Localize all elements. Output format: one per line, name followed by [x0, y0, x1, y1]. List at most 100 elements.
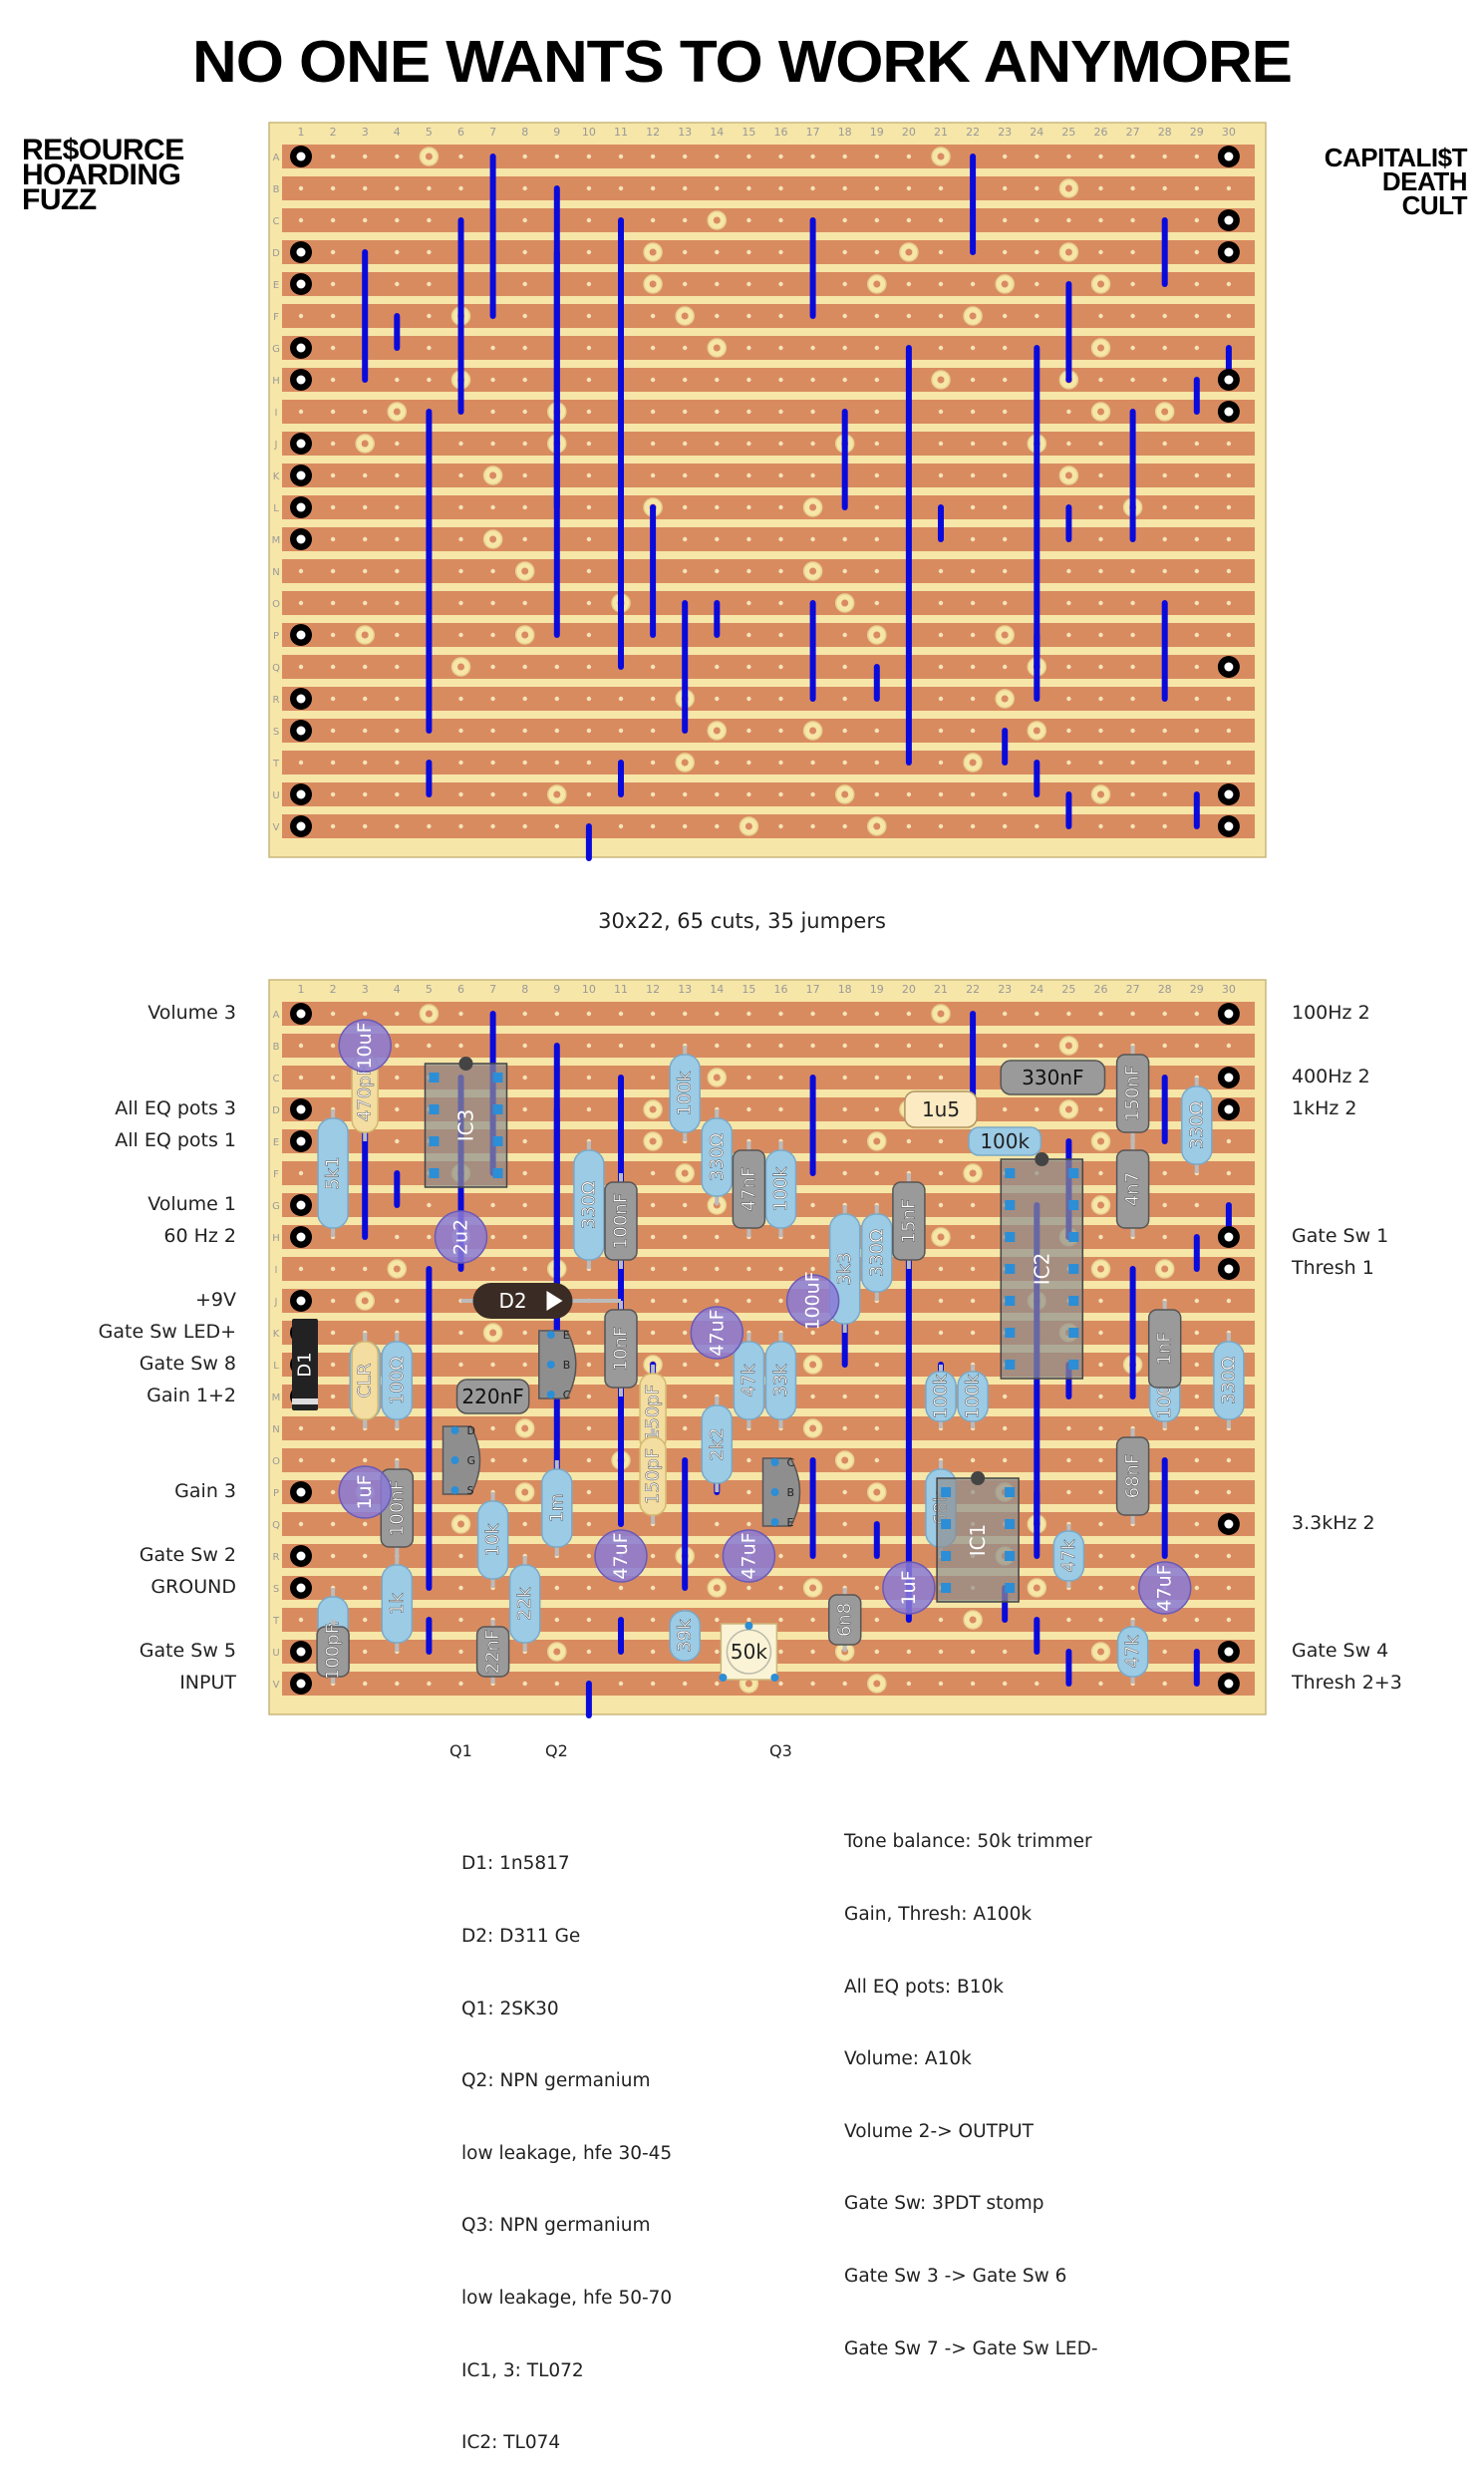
hole: [1098, 664, 1103, 670]
hole: [522, 441, 527, 447]
resistor-100k-horizontal-label: 100k: [980, 1129, 1030, 1153]
film-capacitor-1: 470pF: [351, 1046, 379, 1141]
hole: [650, 791, 656, 797]
hole: [810, 441, 815, 447]
hole: [298, 600, 304, 606]
hole: [1194, 1362, 1200, 1368]
row-letter: R: [273, 1552, 280, 1563]
wire-label-left: All EQ pots 1: [115, 1129, 236, 1151]
hole: [938, 1202, 944, 1208]
resistor-1-label: 5k1: [323, 1156, 344, 1189]
hole: [938, 1298, 944, 1304]
wire-pad-hole: [296, 1679, 306, 1689]
wire-pad-hole: [296, 1487, 306, 1497]
hole: [490, 1425, 495, 1431]
hole: [715, 823, 720, 829]
hole: [778, 1043, 783, 1049]
wire-pad-hole: [296, 152, 306, 161]
hole: [746, 1011, 751, 1017]
row-letter: E: [273, 1137, 279, 1148]
box-capacitor-11: 68nF: [1115, 1428, 1150, 1524]
track-cut-hole: [489, 1329, 497, 1337]
wire-label-right: Thresh 1: [1292, 1257, 1374, 1279]
hole: [1130, 696, 1135, 702]
film-capacitor-2-label: 150pF: [643, 1385, 664, 1440]
wire-pad-hole: [296, 470, 306, 480]
note-line: Gate Sw 7 -> Gate Sw LED-: [844, 2337, 1098, 2359]
hole: [330, 281, 336, 287]
resistor-24: 47k: [1052, 1524, 1085, 1588]
hole: [842, 632, 847, 638]
hole: [1226, 185, 1232, 191]
hole: [938, 823, 944, 829]
hole: [1162, 1011, 1167, 1017]
hole: [1098, 600, 1103, 606]
hole: [458, 760, 463, 766]
hole: [1194, 536, 1200, 542]
ic3-chip-pin: [492, 1136, 503, 1146]
hole: [874, 568, 879, 574]
hole: [683, 1394, 688, 1399]
ic2-chip-pin: [1005, 1328, 1016, 1338]
hole: [395, 1106, 400, 1112]
hole: [810, 1234, 815, 1240]
hole: [1098, 1394, 1103, 1399]
hole: [746, 1106, 751, 1112]
track-cut-hole: [873, 280, 881, 288]
hole: [1162, 1649, 1167, 1655]
column-number: 23: [998, 983, 1012, 996]
resistor-16-body: [701, 1404, 734, 1484]
hole: [810, 377, 815, 383]
hole: [683, 377, 688, 383]
hole: [1194, 1043, 1200, 1049]
electrolytic-capacitor-3: [690, 1306, 744, 1360]
hole: [490, 409, 495, 415]
hole: [363, 568, 368, 574]
hole: [1098, 1553, 1103, 1559]
diode-d2-arrow-icon: [546, 1291, 563, 1311]
electrolytic-capacitor-6: [594, 1529, 648, 1583]
row-letter: B: [273, 1042, 280, 1053]
hole: [586, 568, 592, 574]
pedal-name-line: RE$OURCE: [22, 134, 184, 166]
ic2-chip-label: IC2: [1030, 1253, 1053, 1286]
row-letter: K: [273, 1329, 280, 1340]
column-number: 30: [1222, 126, 1236, 139]
hole: [1226, 1585, 1232, 1591]
hole: [746, 568, 751, 574]
box-capacitor-6: 4n7: [1115, 1141, 1150, 1237]
hole: [938, 696, 944, 702]
hole: [1066, 728, 1071, 734]
hole: [1194, 1585, 1200, 1591]
column-number: 27: [1126, 126, 1140, 139]
hole: [874, 1011, 879, 1017]
hole: [683, 1298, 688, 1304]
hole: [522, 1521, 527, 1527]
resistor-9-label: 3k3: [834, 1252, 855, 1285]
resistor-27-label: 330Ω: [1218, 1357, 1239, 1404]
hole: [363, 472, 368, 478]
ic1-chip-notch: [971, 1471, 986, 1485]
ic2-chip-pin: [1005, 1200, 1016, 1210]
row-letter: F: [273, 312, 279, 323]
hole: [810, 760, 815, 766]
hole: [683, 1234, 688, 1240]
copper-strip: [282, 623, 1255, 647]
track-cut-hole: [873, 1137, 881, 1145]
notes-left: D1: 1n5817 D2: D311 Ge Q1: 2SK30 Q2: NPN…: [461, 1804, 672, 2480]
hole: [683, 154, 688, 159]
hole: [906, 154, 912, 159]
wire-pad-hole: [296, 1583, 306, 1593]
wire-label-left: All EQ pots 3: [115, 1097, 236, 1119]
box-capacitor-1: 100nF: [604, 1173, 638, 1269]
column-number: 15: [742, 983, 755, 996]
wire-label-left: Gate Sw 5: [139, 1640, 236, 1662]
resistor-15-body: [764, 1341, 797, 1420]
hole: [683, 217, 688, 223]
hole: [586, 313, 592, 319]
hole: [970, 1457, 976, 1463]
resistor-16: 2k2: [701, 1396, 734, 1492]
hole: [683, 1330, 688, 1336]
hole: [330, 1075, 336, 1081]
column-number: 27: [1126, 983, 1140, 996]
